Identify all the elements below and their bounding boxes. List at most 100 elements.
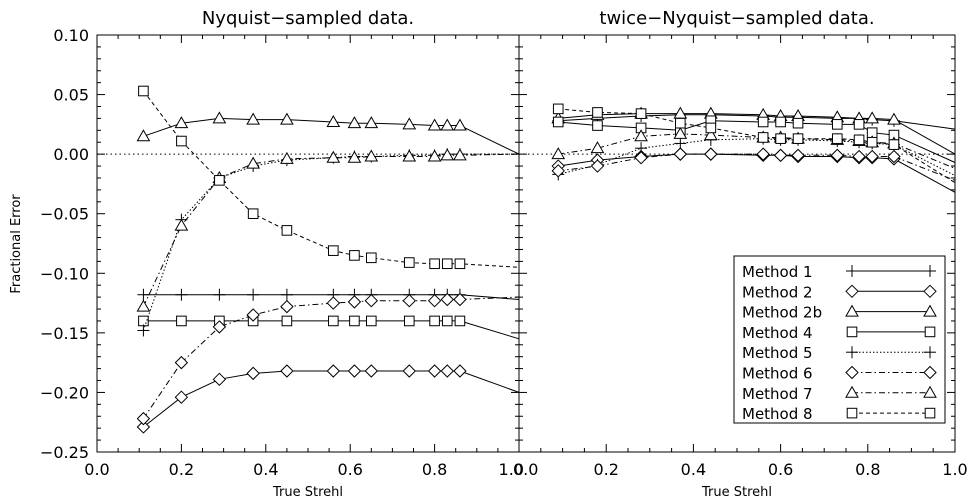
data-point [136,299,151,312]
data-point [213,288,226,301]
legend-label: Method 8 [742,405,813,423]
data-point [792,133,804,144]
data-point [138,315,149,327]
data-point [673,106,688,119]
series-method-5 [137,148,519,337]
data-point [592,120,603,131]
y-tick-label: −0.25 [40,443,89,462]
legend-label: Method 2 [742,283,813,301]
data-point [757,116,769,128]
data-point [853,134,865,146]
legend-label: Method 5 [742,344,813,362]
data-point [176,315,187,327]
data-point [214,175,225,186]
legend-marker [923,365,937,380]
data-point [402,364,416,378]
data-point [705,122,717,134]
panel-title: twice−Nyquist−sampled data. [599,8,874,29]
data-point [247,208,259,220]
y-tick-label: 0.00 [53,145,89,164]
series-line [142,296,520,419]
data-point [429,258,440,270]
data-point [590,141,605,154]
data-point [675,117,686,129]
data-point [551,164,565,178]
data-point [756,147,770,161]
data-point [326,296,341,310]
data-point [453,292,467,307]
data-point [281,225,293,236]
data-point [246,308,260,322]
data-point [349,315,360,327]
x-tick-label: 0.0 [513,460,538,479]
data-point [440,364,454,378]
data-point [427,118,442,131]
panel-twice-nyquist: 0.0 0.2 0.4 0.6 0.8 1.0 twice−Nyquist−sampled … [513,8,968,500]
data-point [402,293,416,308]
data-point [364,116,379,129]
data-point [280,288,293,301]
x-axis-label: True Strehl [701,485,772,500]
series-line [142,153,520,307]
y-tick-label: −0.05 [40,205,89,224]
data-point [212,111,227,124]
data-point [635,108,647,119]
data-point [347,364,362,378]
data-point [852,149,866,164]
data-point [830,148,844,163]
y-tick-label: −0.10 [40,264,89,283]
x-tick-label: 0.8 [855,460,880,479]
series-method-2b [136,111,520,155]
data-point [364,149,379,162]
legend-marker [923,284,937,299]
data-point [773,148,788,163]
data-point [366,315,377,327]
data-point [247,288,260,301]
data-point [453,148,467,161]
legend-marker [846,326,858,338]
x-tick-label: 0.6 [768,460,793,479]
series-line [143,90,520,268]
data-point [326,364,341,378]
data-point [326,114,341,127]
y-tick-label: −0.20 [40,383,89,402]
data-point [757,132,769,143]
x-tick-label: 0.2 [593,460,618,479]
data-point [673,126,688,139]
data-point [280,299,294,314]
series-line [143,370,520,428]
legend-marker [923,304,937,317]
x-tick-label: 0.6 [337,460,362,479]
data-point [347,116,362,129]
y-axis-label: Fractional Error [9,194,24,294]
data-point [137,324,150,337]
data-point [402,117,417,130]
data-point [441,315,453,327]
data-point [212,372,227,387]
data-point [590,159,605,173]
data-point [174,390,189,404]
data-point [592,107,603,118]
data-point [175,288,188,301]
data-point [364,364,379,378]
data-point [281,315,293,327]
data-point [704,147,718,161]
data-point [328,315,339,327]
series-method-4 [138,315,520,340]
x-tick-label: 0.2 [169,460,194,479]
data-point [328,245,339,256]
data-point [212,320,227,334]
legend-label: Method 2b [742,304,822,322]
data-point [887,112,901,125]
x-tick-label: 0.8 [422,460,447,479]
data-point [673,147,688,161]
data-point [174,116,189,129]
data-point [138,85,149,97]
data-point [551,147,566,160]
x-tick-label: 1.0 [499,460,524,479]
data-point [136,411,151,426]
data-point [866,136,878,148]
data-point [280,364,294,378]
data-point [454,258,466,270]
